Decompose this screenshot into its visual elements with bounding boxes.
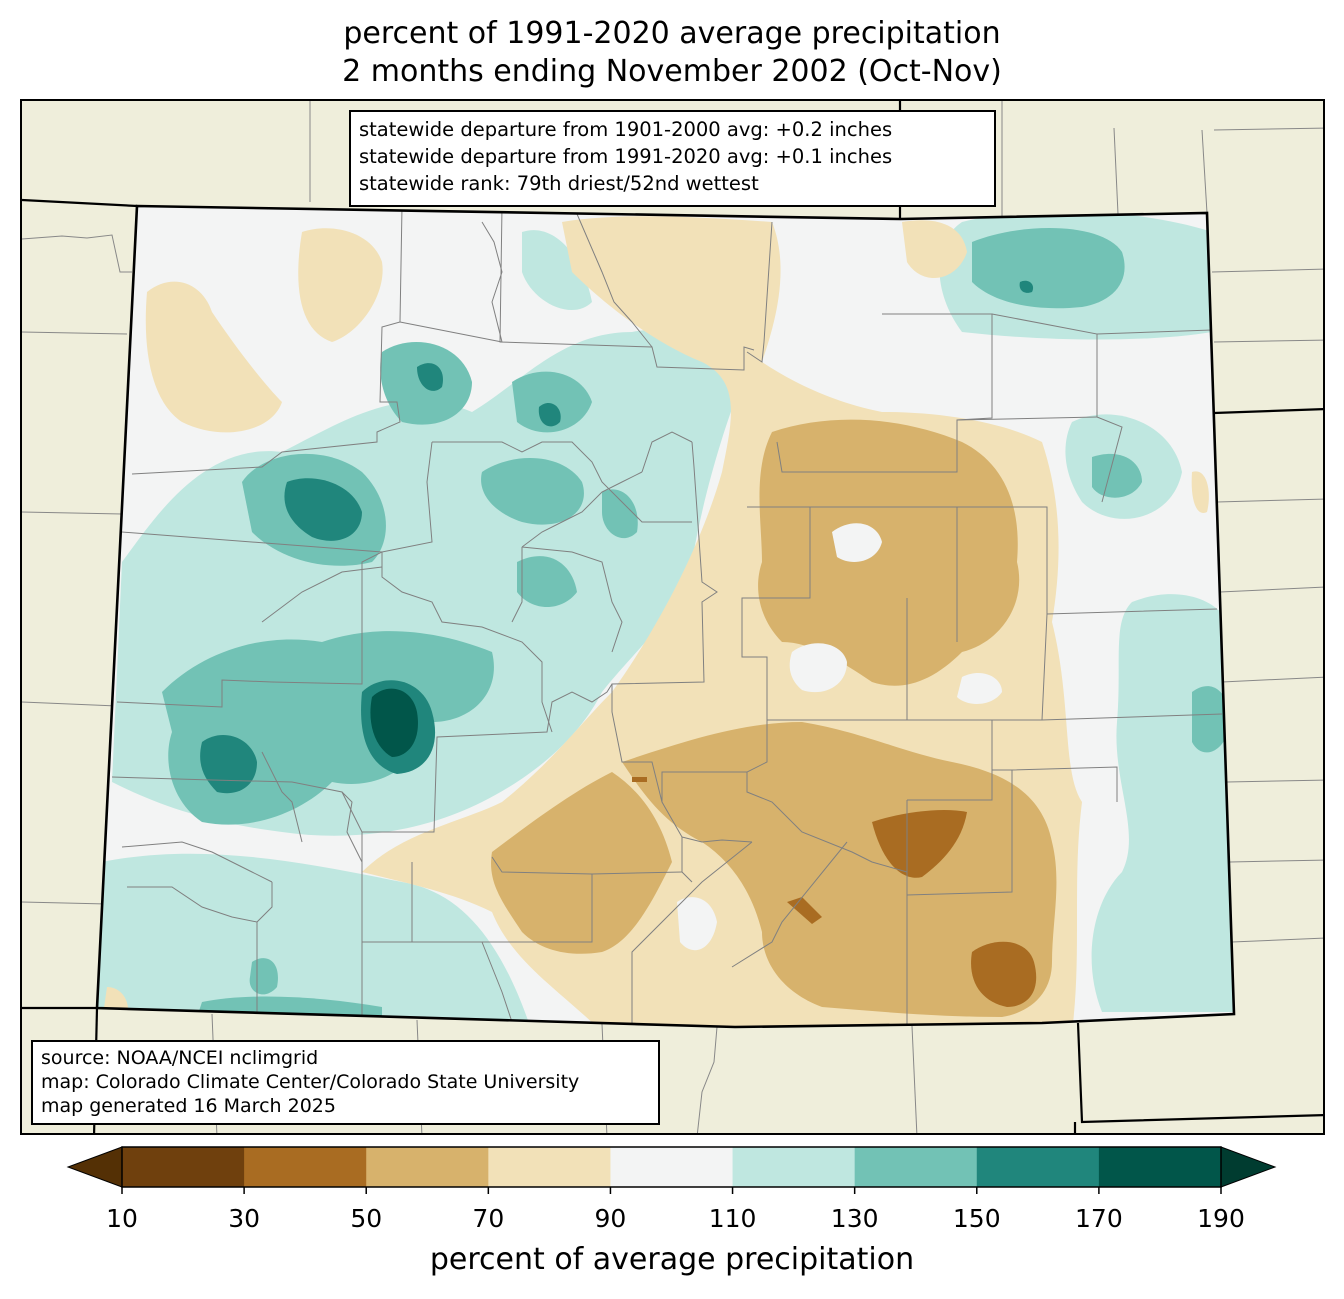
source-data: source: NOAA/NCEI nclimgrid	[41, 1047, 319, 1069]
colorbar-tick-label: 30	[228, 1204, 261, 1233]
colorbar-segment	[976, 1147, 1100, 1187]
neighbor-county-lines	[22, 101, 1323, 1133]
county-lines	[111, 206, 1223, 1027]
colorbar-segment	[1098, 1147, 1222, 1187]
statewide-stats-box: statewide departure from 1901-2000 avg: …	[349, 110, 996, 207]
colorbar-segment	[122, 1147, 245, 1187]
precipitation-map	[22, 101, 1323, 1133]
colorbar-label: percent of average precipitation	[429, 1242, 915, 1277]
colorbar	[66, 1146, 1277, 1194]
colorbar-frame	[121, 1146, 1222, 1188]
source-map-credit: map: Colorado Climate Center/Colorado St…	[41, 1071, 580, 1093]
source-info-box: source: NOAA/NCEI nclimgrid map: Colorad…	[31, 1040, 660, 1125]
colorbar-tick-label: 70	[472, 1204, 505, 1233]
colorbar-segment	[244, 1147, 367, 1187]
colorbar-over-arrow	[1220, 1146, 1277, 1188]
colorbar-segment	[488, 1147, 611, 1187]
stats-departure-1901-2000: statewide departure from 1901-2000 avg: …	[359, 118, 893, 141]
map-panel	[20, 99, 1325, 1135]
colorbar-tick-label: 170	[1075, 1204, 1123, 1233]
map-title-line1: percent of 1991-2020 average precipitati…	[343, 16, 1001, 51]
colorbar-tick-label: 130	[830, 1204, 879, 1233]
colorbar-segment	[366, 1147, 489, 1187]
colorado-state-outline	[95, 204, 1236, 1029]
colorbar-segment	[854, 1147, 978, 1187]
map-title-line2: 2 months ending November 2002 (Oct-Nov)	[342, 54, 1002, 89]
source-generated-date: map generated 16 March 2025	[41, 1095, 336, 1117]
colorbar-tick-label: 90	[594, 1204, 627, 1233]
stats-departure-1991-2020: statewide departure from 1991-2020 avg: …	[359, 145, 893, 168]
stats-rank: statewide rank: 79th driest/52nd wettest	[359, 172, 759, 195]
precipitation-contours	[97, 206, 1234, 1027]
colorbar-tick-label: 10	[106, 1204, 138, 1233]
colorbar-tick-label: 190	[1197, 1204, 1245, 1233]
colorbar-segment	[610, 1147, 734, 1187]
colorbar-segment	[732, 1147, 856, 1187]
colorbar-under-arrow	[66, 1146, 123, 1188]
colorbar-tick-label: 110	[708, 1204, 757, 1233]
colorbar-tick-label: 150	[952, 1204, 1001, 1233]
colorbar-tick-label: 50	[350, 1204, 383, 1233]
